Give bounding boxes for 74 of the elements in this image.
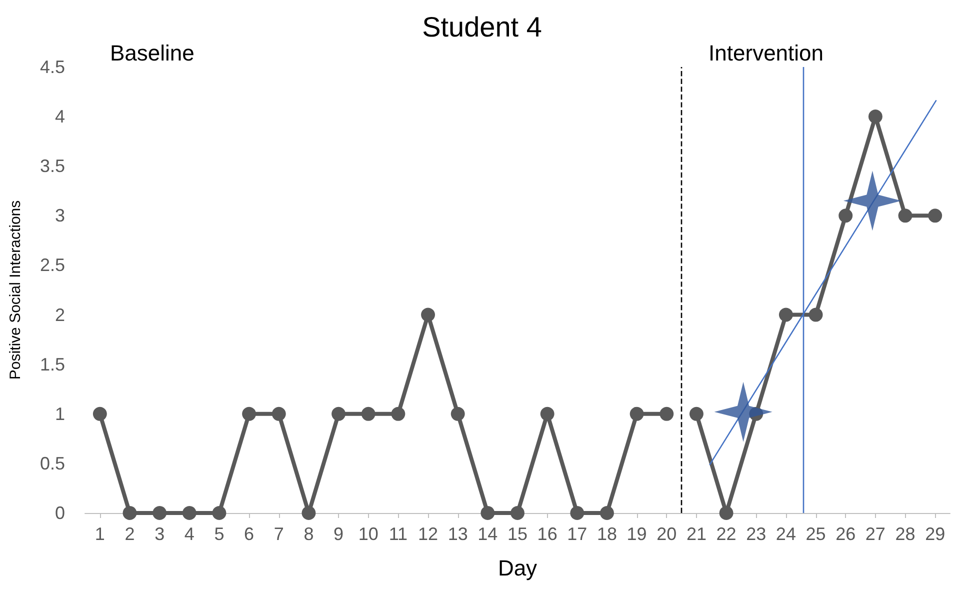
- point: [928, 208, 942, 223]
- point: [510, 506, 524, 520]
- x-tick-label: 19: [626, 524, 647, 544]
- x-tick-label: 7: [274, 524, 284, 544]
- x-tick-label: 9: [334, 524, 344, 544]
- x-tick-label: 26: [836, 524, 856, 544]
- x-tick-label: 20: [656, 524, 677, 544]
- x-tick-label: 23: [746, 524, 766, 544]
- y-tick-label: 3: [54, 206, 65, 226]
- x-tick-label: 12: [418, 524, 438, 544]
- point: [838, 208, 853, 223]
- x-tick-label: 6: [244, 524, 254, 544]
- point: [332, 406, 346, 421]
- point: [600, 506, 614, 520]
- point: [570, 506, 584, 520]
- point: [152, 506, 167, 520]
- x-tick-label: 17: [567, 524, 588, 544]
- point: [868, 110, 882, 124]
- y-tick-label: 2: [54, 304, 65, 325]
- y-tick-label: 1.5: [40, 354, 65, 374]
- x-tick-label: 21: [686, 524, 706, 544]
- text: Intervention: [708, 40, 824, 66]
- x-tick-label: 29: [925, 524, 946, 544]
- y-tick-label: 0: [54, 503, 65, 523]
- point: [808, 308, 823, 322]
- x-tick-label: 15: [507, 524, 528, 544]
- point: [480, 506, 495, 520]
- y-tick-label: 1: [54, 404, 65, 424]
- point: [843, 170, 902, 231]
- y-axis-title: Positive Social Interactions: [7, 200, 24, 380]
- x-tick-label: 22: [716, 524, 736, 544]
- point: [719, 506, 734, 520]
- point: [714, 382, 772, 442]
- y-tick-label: 2.5: [40, 255, 65, 276]
- y-tick-label: 3.5: [40, 156, 65, 176]
- point: [778, 308, 793, 322]
- x-tick-label: 5: [214, 524, 224, 544]
- point: [302, 506, 316, 520]
- point: [212, 506, 226, 520]
- point: [630, 406, 644, 421]
- x-tick-label: 2: [124, 524, 135, 544]
- text: Baseline: [110, 40, 194, 66]
- y-tick-label: 4.5: [40, 57, 65, 77]
- x-tick-label: 14: [478, 524, 498, 544]
- point: [450, 406, 465, 421]
- x-axis-title: Day: [498, 556, 538, 580]
- x-tick-label: 24: [776, 524, 796, 544]
- point: [122, 506, 137, 520]
- x-tick-label: 18: [596, 524, 617, 544]
- point: [898, 208, 912, 223]
- x-tick-label: 25: [806, 524, 826, 544]
- x-tick-label: 13: [448, 524, 468, 544]
- x-tick-label: 16: [537, 524, 558, 544]
- chart-title: Student 4: [422, 12, 542, 42]
- x-tick-label: 1: [94, 524, 105, 544]
- point: [540, 406, 554, 421]
- point: [272, 406, 286, 421]
- x-tick-label: 4: [184, 524, 194, 544]
- point: [421, 308, 436, 322]
- x-tick-label: 3: [154, 524, 165, 544]
- point: [182, 506, 196, 520]
- point: [242, 406, 256, 421]
- point: [391, 406, 406, 421]
- x-tick-label: 11: [388, 524, 408, 544]
- point: [92, 406, 107, 421]
- point: [689, 406, 704, 421]
- x-tick-label: 28: [895, 524, 916, 544]
- y-tick-label: 4: [54, 106, 65, 127]
- point: [660, 406, 674, 421]
- point: [361, 406, 376, 421]
- x-tick-label: 27: [865, 524, 886, 544]
- y-tick-label: 0.5: [40, 453, 65, 474]
- x-tick-label: 8: [304, 524, 314, 544]
- x-tick-label: 10: [358, 524, 378, 544]
